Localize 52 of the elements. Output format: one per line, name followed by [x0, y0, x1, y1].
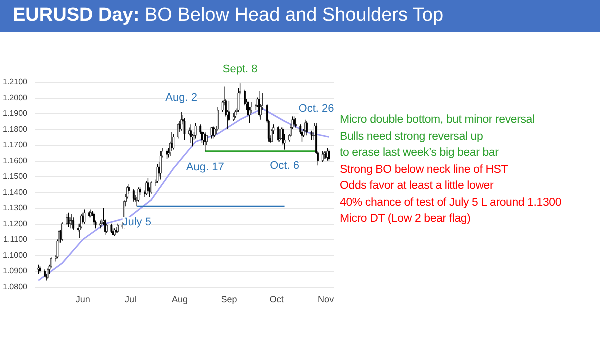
annotation: Sept. 8 [222, 64, 258, 76]
candlestick [306, 121, 308, 136]
candlestick [212, 126, 214, 140]
annotation: Oct. 26 [298, 103, 334, 115]
text: Micro double bottom, but minor reversal [340, 113, 536, 128]
text: 40% chance of test of July 5 L around 1.1300 [340, 196, 562, 210]
candlestick [128, 184, 130, 194]
text: to erase last week’s big bear bar [340, 146, 500, 161]
candlestick [110, 224, 113, 234]
y-tick-label: 1.1200 [3, 219, 28, 228]
annotation: Oct. 6 [270, 160, 300, 172]
y-tick-label: 1.1300 [3, 204, 28, 213]
candlestick [328, 149, 330, 162]
y-tick-label: 1.0800 [3, 282, 28, 292]
candlestick [277, 126, 280, 142]
chart-title: EURUSD Day: BO Below Head and Shoulders Top [0, 0, 600, 32]
text: Bulls need strong reversal up [340, 130, 484, 144]
x-tick-label: Jun [76, 294, 90, 304]
x-tick-label: Sep [221, 294, 238, 304]
candlestick [68, 212, 70, 228]
text: Micro DT (Low 2 bear flag) [340, 212, 472, 227]
annotation: Aug. 17 [186, 161, 224, 174]
candlestick [62, 222, 64, 242]
y-tick-label: 1.1800 [3, 124, 28, 134]
candlestick [93, 212, 96, 226]
candlestick [147, 178, 150, 194]
y-tick-label: 1.2100 [3, 78, 28, 86]
y-tick-label: 1.1600 [3, 156, 28, 166]
text: Odds favor at least a little lower [340, 179, 495, 194]
candlestick [72, 217, 75, 231]
candlestick [322, 151, 324, 163]
annotation: Aug. 2 [166, 92, 198, 104]
candlestick [47, 268, 50, 280]
x-tick-label: Nov [318, 294, 335, 304]
text: Strong BO below neck line of HST [340, 162, 510, 178]
x-tick-label: Jul [124, 294, 137, 304]
y-tick-label: 1.1500 [3, 172, 28, 182]
x-tick-label: Aug [172, 294, 188, 304]
candlestick [117, 224, 119, 234]
y-tick-label: 1.1100 [4, 235, 28, 244]
y-tick-label: 1.1400 [3, 188, 28, 197]
y-tick-label: 1.1000 [3, 250, 28, 260]
annotation: July 5 [122, 216, 152, 229]
candlestick [238, 88, 240, 112]
y-tick-label: 1.1700 [3, 140, 28, 150]
candlestick [279, 128, 281, 142]
y-tick-label: 1.2000 [3, 93, 28, 102]
x-tick-label: Oct [270, 294, 284, 304]
y-tick-label: 1.1900 [3, 109, 28, 118]
candlestick [132, 188, 135, 202]
candlestick [84, 209, 86, 224]
y-tick-label: 1.0900 [3, 266, 28, 276]
